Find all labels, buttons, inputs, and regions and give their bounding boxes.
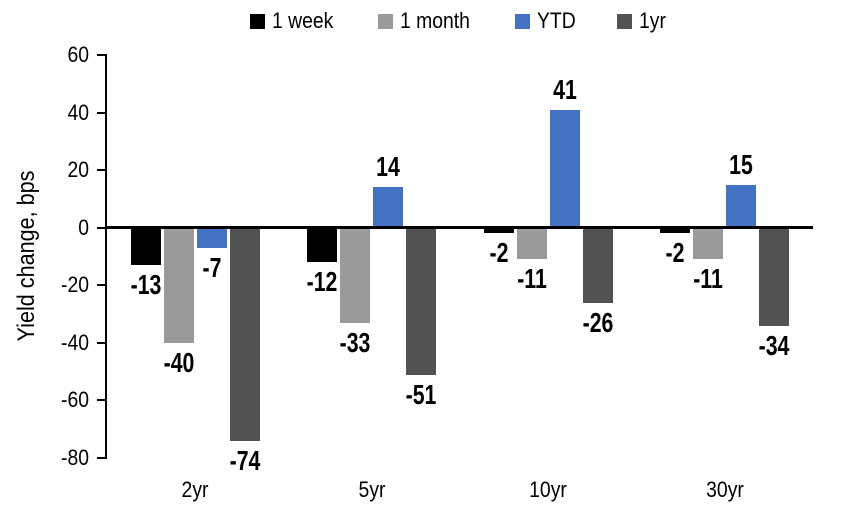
legend-label-ytd: YTD xyxy=(537,8,577,33)
data-label: -11 xyxy=(516,263,547,295)
legend-item-1yr: 1yr xyxy=(617,8,670,34)
y-axis-tick-label: -20 xyxy=(61,272,89,298)
legend-swatch-ytd-icon xyxy=(515,13,531,29)
data-label: 15 xyxy=(729,148,754,180)
data-label: -26 xyxy=(582,306,614,338)
y-axis-tick xyxy=(97,399,105,402)
y-axis-tick xyxy=(97,169,105,172)
y-axis-tick-label: 40 xyxy=(67,99,89,125)
y-axis-tick xyxy=(97,284,105,287)
legend-item-ytd: YTD xyxy=(515,8,581,34)
data-label: -7 xyxy=(202,251,222,283)
legend-swatch-1-week-icon xyxy=(250,13,266,29)
y-axis-tick-label: -60 xyxy=(61,387,89,413)
category-label-10yr: 10yr xyxy=(529,477,568,502)
bar-YTD-2yr xyxy=(196,227,227,248)
legend-item-1-week: 1 week xyxy=(250,8,342,34)
data-label: 14 xyxy=(376,151,401,183)
bar-YTD-30yr xyxy=(726,184,757,228)
data-label: -34 xyxy=(758,329,790,361)
category-label-30yr: 30yr xyxy=(705,477,744,502)
bar-1-month-30yr xyxy=(693,227,724,260)
y-axis-tick-label: 0 xyxy=(78,214,89,240)
y-axis-tick-label: -80 xyxy=(61,445,89,470)
bar-1-week-10yr xyxy=(483,227,514,234)
y-axis-tick xyxy=(97,111,105,114)
data-label: -40 xyxy=(163,346,195,378)
y-axis-tick xyxy=(97,457,105,459)
y-axis-tick-label: 60 xyxy=(67,42,89,67)
bar-1-month-2yr xyxy=(163,227,194,343)
x-axis-zero-line xyxy=(105,226,813,230)
bar-YTD-10yr xyxy=(549,109,580,228)
data-label: -11 xyxy=(693,263,724,295)
legend-swatch-1yr-icon xyxy=(617,13,633,29)
legend-item-1-month: 1 month xyxy=(377,8,480,34)
legend-swatch-1-month-icon xyxy=(377,13,393,29)
data-label: -74 xyxy=(229,444,261,476)
legend-label-1-month: 1 month xyxy=(399,8,470,33)
y-axis-tick xyxy=(97,226,105,229)
bar-1yr-2yr xyxy=(229,227,260,441)
data-label: -13 xyxy=(130,269,162,301)
category-label-5yr: 5yr xyxy=(358,477,386,502)
data-label: -2 xyxy=(489,237,509,269)
data-label: -2 xyxy=(665,237,685,269)
data-label: -51 xyxy=(405,378,437,410)
bar-1-week-5yr xyxy=(307,227,338,263)
bar-1-week-30yr xyxy=(660,227,691,234)
bar-1-month-5yr xyxy=(340,227,371,323)
bar-YTD-5yr xyxy=(373,187,404,228)
chart-legend: 1 week 1 month YTD 1yr xyxy=(107,8,813,34)
plot-area: 60 40 20 0 -20 -40 -60 -80 -13 -12 -2 -2 -40 -33 -11 -1… xyxy=(61,44,813,501)
y-axis-tick-label: 20 xyxy=(67,157,89,183)
y-axis-line xyxy=(105,54,107,459)
data-label: -33 xyxy=(339,326,371,358)
bar-1-week-2yr xyxy=(130,227,161,266)
bar-1-month-10yr xyxy=(516,227,547,260)
bar-1yr-30yr xyxy=(759,227,790,326)
bar-1yr-10yr xyxy=(582,227,613,303)
category-label-2yr: 2yr xyxy=(181,477,209,502)
legend-label-1yr: 1yr xyxy=(639,8,667,33)
data-label: -12 xyxy=(306,266,338,298)
data-label: 41 xyxy=(552,73,577,105)
legend-label-1-week: 1 week xyxy=(272,8,334,33)
y-axis-title: Yield change, bps xyxy=(13,170,40,342)
y-axis-tick-label: -40 xyxy=(61,329,89,355)
y-axis-tick xyxy=(97,54,105,56)
y-axis-tick xyxy=(97,341,105,344)
bar-1yr-5yr xyxy=(406,227,437,375)
